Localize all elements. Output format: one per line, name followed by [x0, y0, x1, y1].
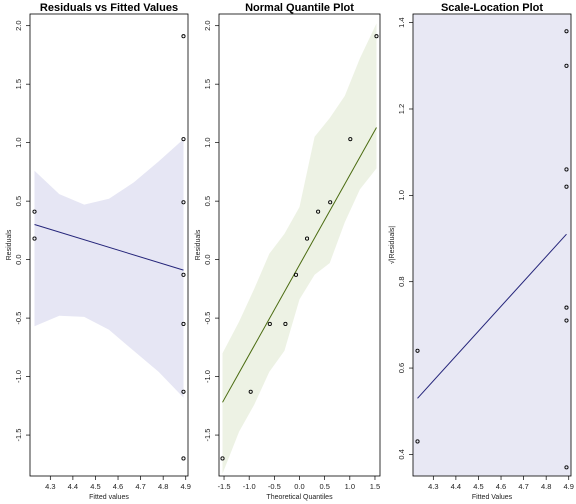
x-tick-label: 4.8: [158, 482, 168, 491]
data-point: [32, 236, 37, 241]
data-point: [181, 272, 186, 277]
x-tick-label: -1.5: [218, 482, 231, 491]
data-point: [564, 318, 569, 323]
data-point: [283, 321, 288, 326]
residuals-vs-fitted-fit-line: [34, 224, 184, 271]
data-point: [181, 200, 186, 205]
x-tick-label: 4.8: [541, 482, 551, 491]
x-tick-label: 0.5: [319, 482, 329, 491]
data-point: [316, 209, 321, 214]
y-tick-label: -0.5: [14, 312, 23, 325]
x-tick-label: 4.7: [135, 482, 145, 491]
data-point: [304, 236, 310, 241]
scale-location-plot-frame: [412, 13, 572, 477]
data-point: [181, 456, 186, 461]
x-tick-label: 1.0: [345, 482, 355, 491]
data-point: [220, 456, 225, 461]
y-tick-label: 1.0: [14, 137, 23, 147]
x-tick-label: 4.9: [181, 482, 191, 491]
data-point: [181, 137, 186, 142]
data-point: [293, 272, 299, 277]
data-point: [181, 389, 186, 394]
y-tick-label: 0.0: [14, 254, 23, 264]
y-tick-label: 1.5: [203, 79, 212, 89]
x-tick-label: 4.4: [451, 482, 461, 491]
y-tick-label: 2.0: [203, 20, 212, 30]
normal-quantile-title: Normal Quantile Plot: [245, 2, 354, 14]
y-tick-label: 0.5: [14, 196, 23, 206]
y-tick-label: 2.0: [14, 20, 23, 30]
x-tick-label: -1.0: [243, 482, 256, 491]
y-tick-label: 0.4: [397, 449, 406, 459]
y-tick-label: 0.6: [397, 363, 406, 373]
data-point: [248, 389, 253, 394]
scale-location-fit-line: [417, 233, 567, 399]
data-point: [415, 348, 420, 353]
data-point: [564, 63, 569, 68]
x-tick-label: 4.6: [496, 482, 506, 491]
scale-location-y-axis-label: √|Residuals|: [388, 226, 396, 264]
y-tick-label: 0.0: [203, 254, 212, 264]
x-tick-label: 4.6: [113, 482, 123, 491]
scale-location-title: Scale-Location Plot: [441, 2, 543, 14]
x-tick-label: 4.7: [518, 482, 528, 491]
x-tick-label: 0.0: [294, 482, 304, 491]
y-tick-label: 0.8: [397, 276, 406, 286]
y-tick-label: -0.5: [203, 312, 212, 325]
data-point: [564, 465, 569, 470]
normal-quantile-panel: Normal Quantile Plot -1.5 -1.0 -0.5 0.0 0.5 1.…: [195, 2, 381, 501]
data-point: [181, 34, 186, 39]
residuals-vs-fitted-y-axis-label: Residuals: [6, 229, 13, 260]
x-tick-label: 4.5: [473, 482, 483, 491]
scale-location-confidence-band: [413, 14, 571, 476]
normal-quantile-y-axis-label: Residuals: [195, 229, 202, 260]
x-tick-label: 4.3: [45, 482, 55, 491]
x-tick-label: -0.5: [268, 482, 281, 491]
residuals-vs-fitted-title: Residuals vs Fitted Values: [40, 2, 178, 14]
y-tick-label: 1.0: [203, 137, 212, 147]
data-point: [564, 29, 569, 34]
x-tick-label: 4.5: [90, 482, 100, 491]
data-point: [267, 321, 272, 326]
data-point: [374, 34, 379, 39]
data-point: [32, 209, 37, 214]
data-point: [564, 167, 569, 172]
y-tick-label: 1.2: [397, 104, 406, 114]
data-point: [328, 200, 333, 205]
residuals-vs-fitted-plot-frame: [29, 13, 189, 477]
y-tick-label: -1.0: [203, 370, 212, 383]
residuals-vs-fitted-x-axis-label: Fitted values: [89, 494, 129, 501]
normal-quantile-x-axis-label: Theoretical Quantiles: [266, 494, 333, 501]
data-point: [415, 439, 420, 444]
data-point: [348, 137, 353, 142]
residuals-vs-fitted-panel: Residuals vs Fitted Values 4.3 4.4 4.5 4.6 4.…: [6, 2, 191, 501]
y-tick-label: -1.5: [14, 429, 23, 442]
residuals-vs-fitted-confidence-band: [34, 139, 184, 398]
normal-quantile-confidence-band: [222, 23, 377, 474]
y-tick-label: 1.0: [397, 190, 406, 200]
y-tick-label: -1.5: [203, 429, 212, 442]
x-tick-label: 4.9: [564, 482, 574, 491]
scale-location-x-axis-label: Fitted Values: [472, 494, 513, 501]
y-tick-label: 1.5: [14, 79, 23, 89]
y-tick-label: 1.4: [397, 17, 406, 27]
data-point: [564, 184, 569, 189]
x-tick-label: 4.3: [428, 482, 438, 491]
x-tick-label: 4.4: [68, 482, 78, 491]
normal-quantile-fit-line: [222, 127, 377, 403]
y-tick-label: -1.0: [14, 370, 23, 383]
y-tick-label: 0.5: [203, 196, 212, 206]
x-tick-label: 1.5: [370, 482, 380, 491]
data-point: [564, 305, 569, 310]
scale-location-panel: Scale-Location Plot 4.3 4.4 4.5 4.6 4.7 4.8 4.9…: [388, 2, 574, 501]
data-point: [181, 321, 186, 326]
